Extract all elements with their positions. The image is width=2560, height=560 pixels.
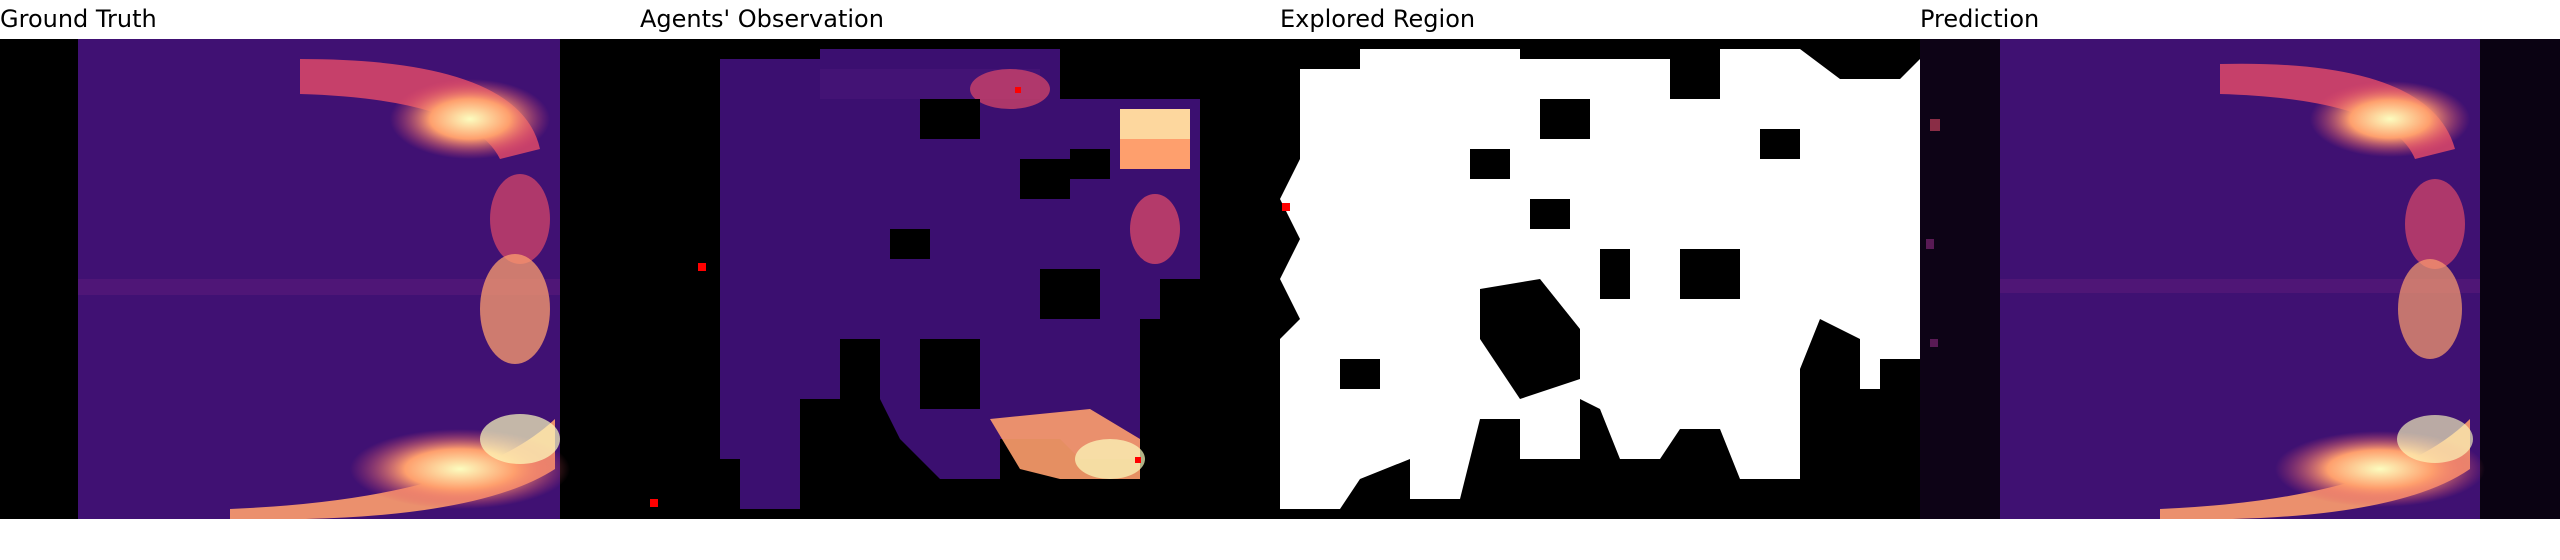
panel-title-explored-region: Explored Region xyxy=(1280,5,1476,33)
agent-marker xyxy=(650,499,658,507)
explored-region-mask xyxy=(1280,39,1920,519)
agent-marker xyxy=(1015,87,1021,93)
agent-marker xyxy=(1282,203,1290,211)
agent-marker xyxy=(698,263,706,271)
ground-truth-heatmap xyxy=(0,39,640,519)
ground-truth-image xyxy=(0,39,640,519)
panel-title-agents-observation: Agents' Observation xyxy=(640,5,884,33)
agent-marker xyxy=(1135,457,1141,463)
panel-explored-region: Explored Region xyxy=(1280,0,1920,560)
panel-title-ground-truth: Ground Truth xyxy=(0,5,157,33)
explored-region-image xyxy=(1280,39,1920,519)
prediction-image xyxy=(1920,39,2560,519)
agents-observation-heatmap xyxy=(640,39,1280,519)
agents-observation-image xyxy=(640,39,1280,519)
prediction-heatmap xyxy=(1920,39,2560,519)
panel-prediction: Prediction xyxy=(1920,0,2560,560)
panel-title-prediction: Prediction xyxy=(1920,5,2040,33)
panel-ground-truth: Ground Truth xyxy=(0,0,640,560)
panel-agents-observation: Agents' Observation xyxy=(640,0,1280,560)
